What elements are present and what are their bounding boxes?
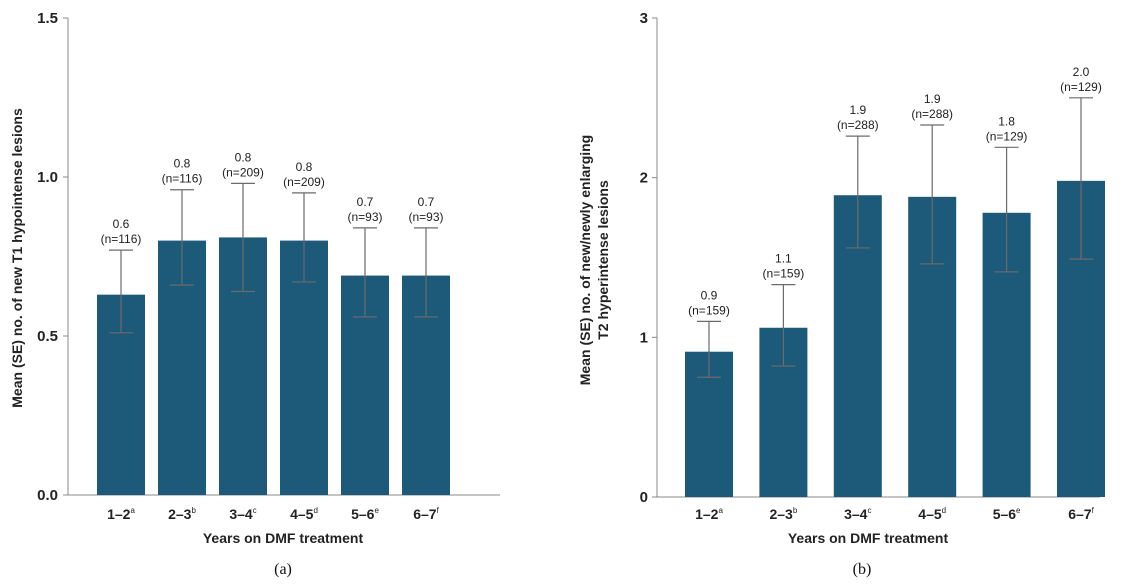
- panel-a-n-label: (n=209): [222, 165, 264, 179]
- panel-b-value-label: 0.9: [701, 288, 718, 302]
- panel-b-value-label: 2.0: [1073, 65, 1090, 79]
- panel-a-category-label: 3–4c: [229, 506, 256, 522]
- panel-b-value-label: 1.1: [775, 252, 792, 266]
- panel-a-chart: Mean (SE) no. of new T1 hypointense lesi…: [9, 10, 500, 578]
- panel-b-category-label: 5–6e: [993, 506, 1021, 522]
- panel-a-x-axis-title: Years on DMF treatment: [203, 530, 364, 546]
- panel-a-category-superscript: c: [253, 506, 257, 515]
- panel-b-y-tick-label: 1: [640, 329, 648, 346]
- panel-b-n-label: (n=129): [986, 129, 1028, 143]
- panel-b-y-axis-title-line2: T2 hyperintense lesions: [595, 180, 611, 340]
- panel-b-category-superscript: a: [718, 506, 723, 515]
- panel-a-bar: [280, 240, 328, 495]
- panel-a-value-label: 0.7: [357, 195, 374, 209]
- panel-a-category-superscript: b: [191, 506, 196, 515]
- panel-a-category-superscript: d: [313, 506, 317, 515]
- panel-b-category-label: 6–7f: [1068, 506, 1094, 522]
- panel-b-category-label: 4–5d: [918, 506, 946, 522]
- panel-a-n-label: (n=209): [283, 175, 325, 189]
- panel-a-category-superscript: a: [130, 506, 135, 515]
- panel-a-y-tick-label: 0.5: [37, 328, 58, 345]
- panel-b-n-label: (n=288): [911, 107, 953, 121]
- panel-a-category-label: 6–7f: [413, 506, 439, 522]
- panel-b-chart: Mean (SE) no. of new/newly enlarging T2 …: [577, 10, 1105, 578]
- panel-a-category-label: 4–5d: [290, 506, 318, 522]
- panel-a-category-label: 2–3b: [168, 506, 196, 522]
- panel-b-caption: (b): [853, 561, 872, 578]
- panel-a-y-tick-label: 1.5: [37, 10, 58, 27]
- panel-a-caption: (a): [274, 561, 292, 578]
- panel-b-y-axis-title-line1: Mean (SE) no. of new/newly enlarging: [577, 135, 593, 385]
- panel-a-category-superscript: f: [437, 506, 440, 515]
- panel-a-category-superscript: e: [374, 506, 379, 515]
- panel-a-value-label: 0.8: [296, 160, 313, 174]
- panel-b-category-superscript: f: [1092, 506, 1095, 515]
- panel-a-y-tick-label: 1.0: [37, 169, 58, 186]
- panel-a-y-axis-title: Mean (SE) no. of new T1 hypointense lesi…: [9, 108, 25, 408]
- panel-a-n-label: (n=93): [347, 210, 382, 224]
- panel-b-y-tick-label: 0: [640, 489, 648, 506]
- panel-b-n-label: (n=159): [688, 303, 730, 317]
- panel-b-category-superscript: d: [942, 506, 946, 515]
- panel-a-y-tick-label: 0.0: [37, 487, 58, 504]
- panel-a-category-label: 5–6e: [351, 506, 379, 522]
- panel-a-n-label: (n=116): [162, 172, 203, 186]
- panel-b-n-label: (n=129): [1060, 80, 1102, 94]
- panel-b-category-superscript: e: [1016, 506, 1021, 515]
- panel-b-value-label: 1.9: [924, 92, 941, 106]
- panel-b-n-label: (n=288): [837, 118, 879, 132]
- panel-b-n-label: (n=159): [763, 267, 805, 281]
- panel-b-category-label: 3–4c: [844, 506, 871, 522]
- panel-b-x-axis-title: Years on DMF treatment: [788, 530, 949, 546]
- panel-a-value-label: 0.6: [113, 217, 130, 231]
- panel-b-y-tick-label: 2: [640, 170, 648, 187]
- panel-a-value-label: 0.8: [235, 150, 252, 164]
- panel-a-value-label: 0.8: [174, 157, 191, 171]
- panel-b-category-superscript: b: [793, 506, 798, 515]
- panel-b-y-tick-label: 3: [640, 10, 648, 27]
- panel-a-value-label: 0.7: [418, 195, 435, 209]
- panel-b-value-label: 1.9: [849, 103, 866, 117]
- panel-b-category-label: 2–3b: [769, 506, 797, 522]
- panel-b-value-label: 1.8: [998, 114, 1015, 128]
- panel-a-n-label: (n=116): [101, 232, 142, 246]
- panel-b-category-label: 1–2a: [695, 506, 723, 522]
- panel-b-category-superscript: c: [867, 506, 871, 515]
- panel-a-category-label: 1–2a: [107, 506, 135, 522]
- panel-a-n-label: (n=93): [408, 210, 443, 224]
